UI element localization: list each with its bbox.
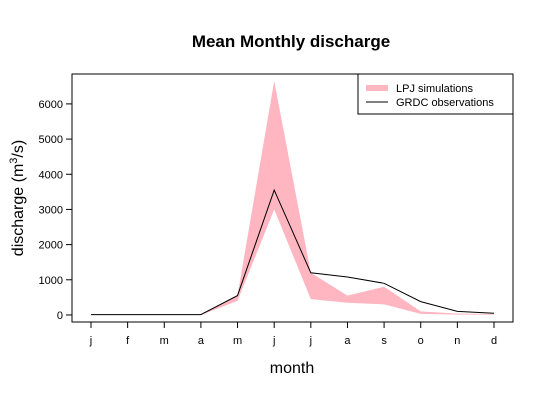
x-tick-label: d [491,335,497,347]
y-tick-label: 3000 [39,204,63,216]
y-axis-label-suffix: /s) [10,140,27,158]
x-tick-label: f [126,335,130,347]
y-axis-label-sup: 3 [8,158,20,164]
series-band-lpj-simulations [91,81,494,315]
x-tick-label: j [89,335,92,347]
x-tick-label: a [198,335,205,347]
x-tick-label: j [309,335,312,347]
x-tick-label: o [418,335,424,347]
y-tick-label: 1000 [39,275,63,287]
y-tick-label: 2000 [39,240,63,252]
x-tick-label: s [381,335,387,347]
x-tick-label: j [272,335,275,347]
y-axis-label: discharge (m3/s) [8,140,27,256]
x-tick-label: n [454,335,460,347]
series-line-grdc-observations [91,188,495,316]
y-axis-label-prefix: discharge (m [10,164,27,256]
legend-box [357,73,514,115]
plot-frame [71,73,514,323]
legend: LPJ simulations GRDC observations [357,73,514,115]
legend-label-band: LPJ simulations [396,83,474,95]
y-tick-label: 6000 [39,99,63,111]
legend-label-line: GRDC observations [396,97,494,109]
x-tick-label: m [160,335,169,347]
y-tick-label: 4000 [39,169,63,181]
y-tick-label: 5000 [39,134,63,146]
x-tick-label: m [233,335,242,347]
x-axis-label: month [270,360,314,377]
y-axis: 0 1000 2000 3000 4000 5000 6000 [39,99,72,322]
y-tick-label: 0 [57,310,63,322]
x-tick-label: a [344,335,351,347]
plot-area [91,81,495,316]
chart-title: Mean Monthly discharge [192,32,390,51]
